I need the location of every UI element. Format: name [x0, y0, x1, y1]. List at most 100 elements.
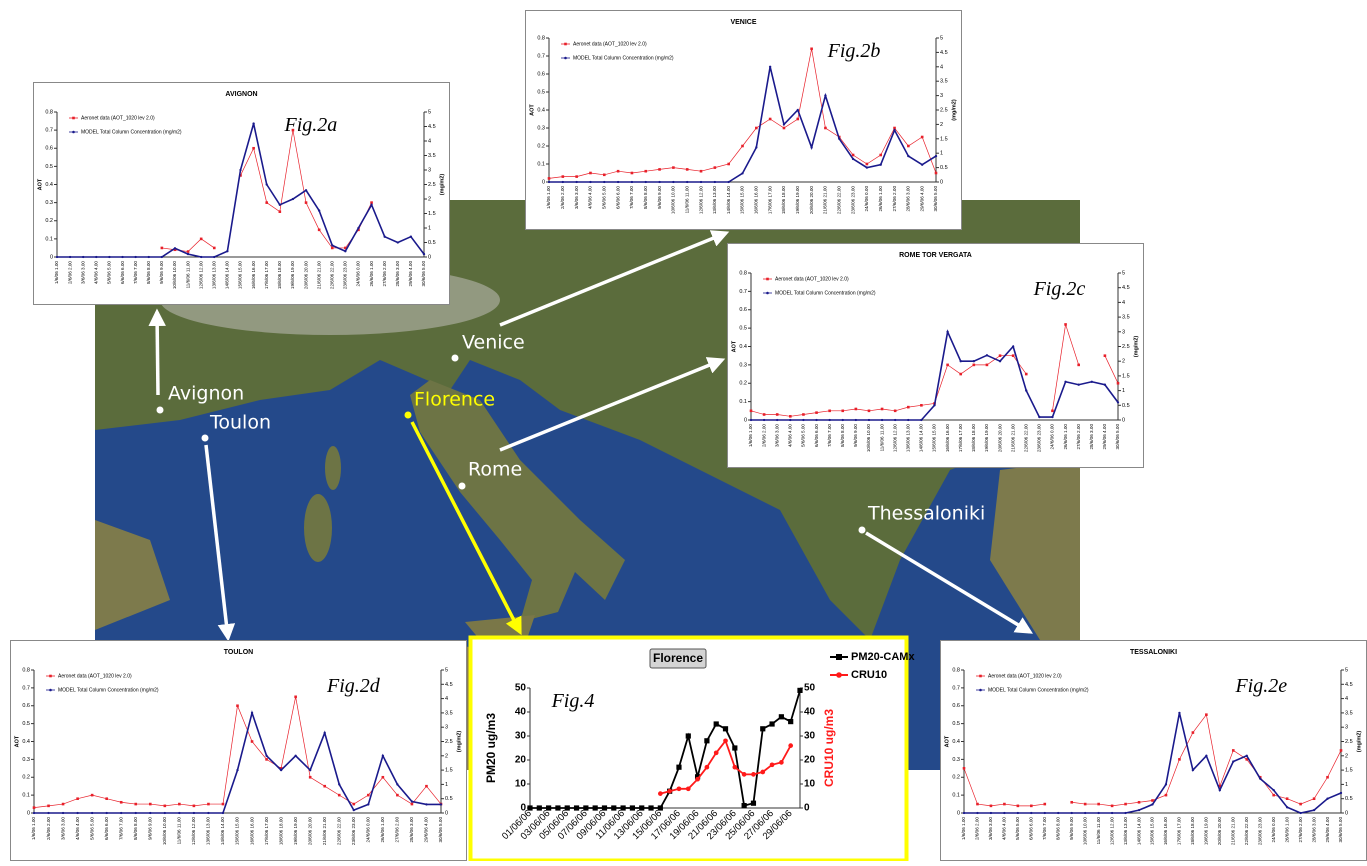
x-tick-label: 8/6/06 8.00 [643, 186, 648, 209]
marker [265, 758, 268, 761]
marker [621, 805, 626, 810]
x-tick-label: 15/6/06 15.00 [740, 186, 745, 215]
marker [828, 410, 831, 413]
marker [779, 760, 784, 765]
x-tick-label: 8/6/06 8.00 [840, 424, 845, 447]
marker [565, 805, 570, 810]
x-tick-label: 27/6/06 2.00 [892, 186, 897, 212]
marker [630, 805, 635, 810]
x-tick-label: 3/6/06 3.00 [574, 186, 579, 209]
y2-tick-label: 3 [1345, 725, 1348, 731]
marker [672, 166, 675, 169]
marker [331, 247, 334, 250]
x-tick-label: 27/6/06 2.00 [395, 817, 400, 843]
marker [1205, 755, 1207, 757]
y2-tick-label: 3 [1122, 329, 1125, 335]
x-tick-label: 10/6/06 10.00 [866, 424, 871, 453]
marker [879, 154, 882, 157]
y2-tick-label: 30 [804, 731, 816, 742]
y2-tick-label: 4.5 [1122, 285, 1130, 291]
marker [1070, 801, 1073, 804]
legend-marker [564, 43, 567, 46]
y-axis-label: AOT [944, 735, 950, 747]
x-tick-label: 15/6/06 15.00 [235, 817, 240, 846]
y-tick-label: 0.8 [739, 270, 747, 276]
marker [959, 373, 962, 376]
x-tick-label: 20/6/06 20.00 [307, 817, 312, 846]
x-tick-label: 27/6/06 2.00 [382, 261, 387, 287]
marker [802, 413, 805, 416]
marker [384, 236, 386, 238]
x-tick-label: 3/6/06 3.00 [60, 817, 65, 840]
x-tick-label: 7/6/06 7.00 [1042, 817, 1047, 840]
marker [440, 803, 442, 805]
map-label: Toulon [209, 412, 271, 434]
y-tick-label: 0.4 [45, 182, 53, 188]
marker [207, 812, 209, 814]
marker [1044, 812, 1046, 814]
chart-panel: TOULON00.10.20.30.40.50.60.70.800.511.52… [11, 641, 467, 861]
marker [294, 755, 296, 757]
y2-tick-label: 0.5 [428, 240, 436, 246]
y2-tick-label: 1.5 [445, 768, 453, 774]
x-tick-label: 20/6/06 20.00 [1217, 817, 1222, 846]
marker [1051, 416, 1053, 418]
marker [732, 745, 737, 750]
marker [973, 364, 976, 367]
x-tick-label: 2/6/06 2.00 [67, 261, 72, 284]
marker [842, 419, 844, 421]
chart-panel: Florence0102030405001020304050PM20 ug/m3… [471, 638, 916, 861]
marker [1064, 323, 1067, 326]
marker [907, 406, 910, 409]
x-tick-label: 22/6/06 22.00 [1023, 424, 1028, 453]
marker [741, 172, 743, 174]
x-tick-label: 5/6/06 5.00 [1015, 817, 1020, 840]
marker [548, 177, 551, 180]
marker [788, 743, 793, 748]
marker [645, 181, 647, 183]
marker [575, 181, 577, 183]
y-tick-label: 0 [50, 254, 53, 260]
marker [352, 803, 355, 806]
marker [353, 809, 355, 811]
marker [920, 404, 923, 407]
marker [148, 256, 150, 258]
marker [631, 181, 633, 183]
marker [602, 805, 607, 810]
y-axis-label: AOT [14, 735, 20, 747]
marker [187, 250, 190, 253]
legend-label: Aeronet data (AOT_1020 lev 2.0) [988, 673, 1062, 679]
x-tick-label: 17/6/06 17.00 [958, 424, 963, 453]
x-tick-label: 29/6/06 4.00 [1325, 817, 1330, 843]
y2-tick-label: 3 [445, 725, 448, 731]
x-tick-label: 2/6/06 2.00 [975, 817, 980, 840]
marker [527, 805, 532, 810]
marker [294, 696, 297, 699]
marker [617, 181, 619, 183]
y2-tick-label: 0 [428, 254, 431, 260]
marker [1165, 783, 1167, 785]
legend-label: PM20-CAMx [851, 651, 915, 663]
y2-tick-label: 5 [445, 667, 448, 673]
y2-tick-label: 3.5 [940, 79, 948, 85]
y2-tick-label: 4.5 [428, 124, 436, 130]
chart-panel: AVIGNON00.10.20.30.40.50.60.70.800.511.5… [34, 83, 450, 305]
marker [986, 364, 989, 367]
marker [868, 419, 870, 421]
x-tick-label: 10/6/06 10.00 [671, 186, 676, 215]
marker [222, 812, 224, 814]
x-tick-label: 23/6/06 23.00 [343, 261, 348, 290]
y2-tick-label: 10 [804, 779, 816, 790]
x-tick-label: 4/6/06 4.00 [588, 186, 593, 209]
y2-axis-label: (mg/m2) [439, 174, 445, 196]
marker [705, 765, 710, 770]
x-tick-label: 5/6/06 5.00 [602, 186, 607, 209]
marker [207, 803, 210, 806]
x-tick-label: 18/6/06 18.00 [278, 817, 283, 846]
y2-tick-label: 1.5 [428, 211, 436, 217]
marker [1117, 401, 1119, 403]
y-tick-label: 0.4 [952, 739, 960, 745]
chart-title: TESSALONIKI [1130, 649, 1177, 656]
chart-panel: VENICE00.10.20.30.40.50.60.70.800.511.52… [526, 11, 962, 230]
y-tick-label: 0.5 [952, 721, 960, 727]
